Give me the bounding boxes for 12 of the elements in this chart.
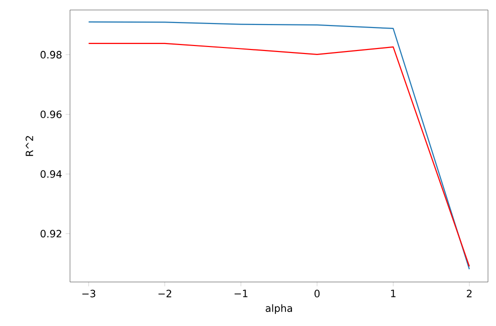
- x-tick-label: −2: [158, 290, 172, 298]
- y-tick-label: 0.98: [40, 50, 62, 59]
- y-tick-label: 0.92: [40, 230, 62, 238]
- x-tick-label: 1: [391, 290, 396, 298]
- x-axis-title: alpha: [266, 304, 292, 314]
- x-tick-label: 0: [314, 290, 320, 298]
- y-axis-title: R^2: [26, 136, 34, 156]
- x-tick-label: −3: [82, 290, 96, 298]
- y-tick-label: 0.94: [40, 170, 62, 178]
- x-tick-label: 2: [466, 290, 472, 298]
- x-tick-label: −1: [234, 290, 248, 298]
- y-tick-label: 0.96: [40, 110, 62, 118]
